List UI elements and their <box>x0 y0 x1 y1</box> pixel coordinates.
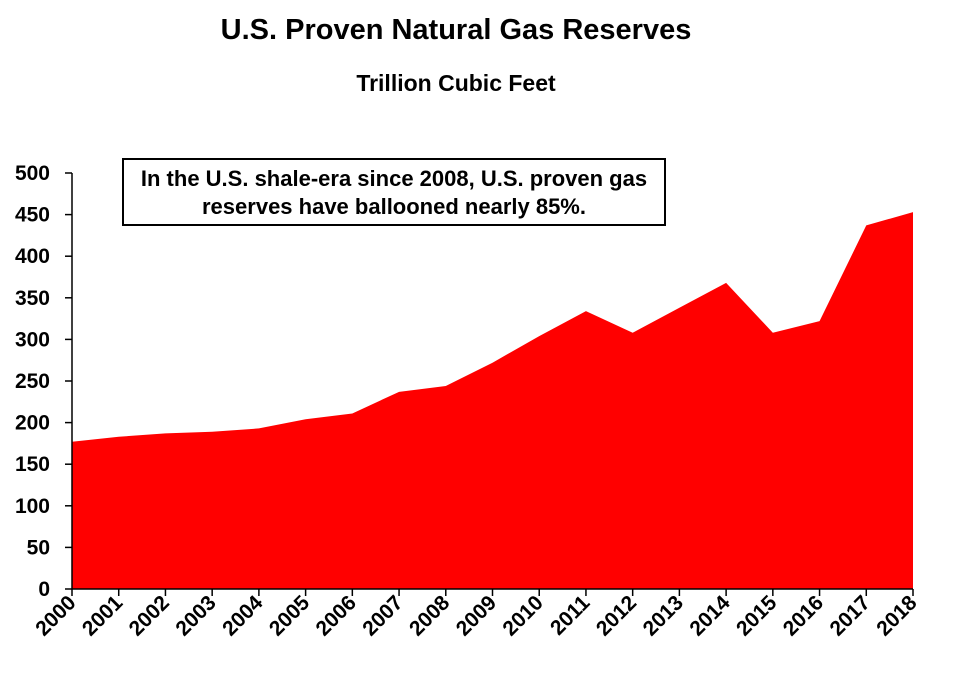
x-tick-label: 2006 <box>312 591 361 640</box>
plot-area: 0501001502002503003504004505002000200120… <box>15 162 922 641</box>
x-tick-label: 2009 <box>452 591 501 640</box>
y-tick-label: 250 <box>15 370 50 393</box>
x-tick-label: 2001 <box>78 591 128 641</box>
y-tick-label: 500 <box>15 162 50 185</box>
y-tick-label: 450 <box>15 204 50 227</box>
y-tick-label: 100 <box>15 495 50 518</box>
x-tick-label: 2017 <box>826 591 875 640</box>
x-tick-label: 2018 <box>872 591 922 641</box>
y-tick-label: 400 <box>15 245 50 268</box>
x-tick-label: 2007 <box>358 591 407 640</box>
x-tick-label: 2014 <box>685 591 735 641</box>
annotation-box: In the U.S. shale-era since 2008, U.S. p… <box>122 158 666 226</box>
y-tick-label: 350 <box>15 287 50 310</box>
y-tick-label: 300 <box>15 328 50 351</box>
area-series <box>72 212 913 589</box>
x-tick-label: 2016 <box>779 591 828 640</box>
y-tick-label: 0 <box>38 578 50 601</box>
x-tick-label: 2003 <box>171 591 220 640</box>
x-tick-label: 2005 <box>265 591 315 641</box>
chart-subtitle: Trillion Cubic Feet <box>356 70 556 96</box>
y-tick-label: 200 <box>15 412 50 435</box>
x-tick-label: 2010 <box>498 591 547 640</box>
x-tick-label: 2015 <box>732 591 782 641</box>
x-tick-label: 2012 <box>592 591 641 640</box>
y-tick-label: 150 <box>15 453 50 476</box>
chart-title: U.S. Proven Natural Gas Reserves <box>220 14 692 46</box>
x-tick-label: 2013 <box>639 591 688 640</box>
x-tick-label: 2011 <box>546 591 595 640</box>
x-tick-label: 2004 <box>218 591 268 641</box>
x-tick-label: 2008 <box>405 591 455 641</box>
y-tick-label: 50 <box>27 536 50 559</box>
x-tick-label: 2002 <box>125 591 174 640</box>
